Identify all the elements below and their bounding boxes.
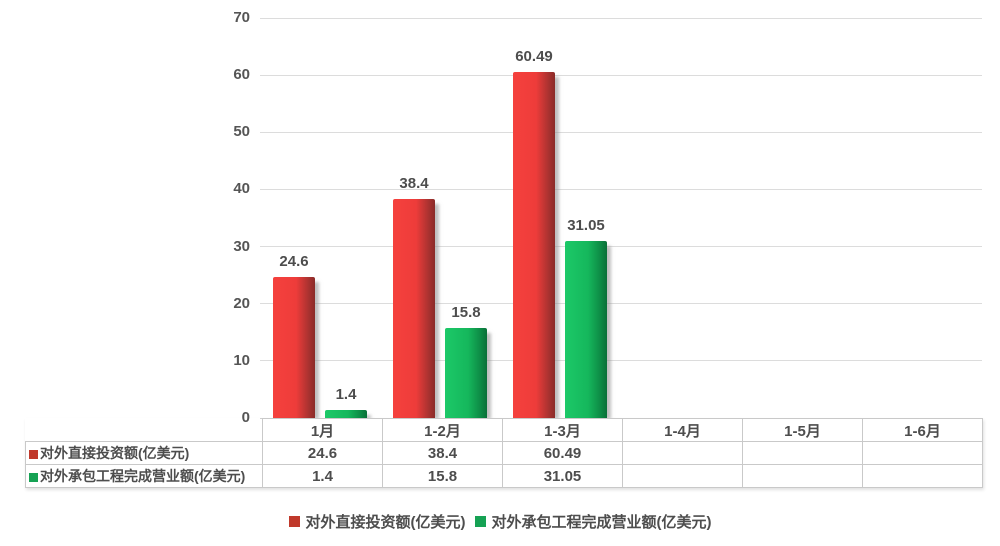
legend-item-1[interactable]: 对外承包工程完成营业额(亿美元) bbox=[474, 511, 712, 532]
table-value-cell: 31.05 bbox=[502, 464, 623, 488]
legend-item-label: 对外承包工程完成营业额(亿美元) bbox=[491, 513, 712, 531]
series-marker-icon bbox=[29, 473, 38, 482]
table-value-cell: 15.8 bbox=[382, 464, 503, 488]
y-axis-tick-label: 70 bbox=[233, 9, 250, 26]
y-axis-tick-label: 10 bbox=[233, 351, 250, 369]
table-value-cell bbox=[862, 464, 983, 488]
table-month-header: 1月 bbox=[262, 418, 383, 442]
bar-contract-0[interactable] bbox=[325, 410, 367, 418]
y-axis-tick-label: 40 bbox=[233, 180, 250, 198]
legend-item-label: 对外直接投资额(亿美元) bbox=[305, 513, 466, 531]
bar-investment-2[interactable] bbox=[513, 72, 555, 418]
table-value-cell bbox=[622, 441, 743, 465]
bar-value-label: 60.49 bbox=[515, 48, 553, 65]
y-gridline bbox=[260, 246, 982, 248]
table-value-cell: 24.6 bbox=[262, 441, 383, 465]
table-row: 对外承包工程完成营业额(亿美元) 1.4 15.8 31.05 bbox=[25, 464, 983, 488]
table-row-label: 对外直接投资额(亿美元) bbox=[25, 441, 263, 465]
y-gridline bbox=[260, 131, 982, 133]
y-gridline bbox=[260, 303, 982, 305]
table-month-header: 1-5月 bbox=[742, 418, 863, 442]
y-axis-tick-label: 50 bbox=[233, 123, 250, 141]
bar-value-label: 31.05 bbox=[567, 217, 605, 234]
bar-investment-1[interactable] bbox=[393, 199, 435, 418]
table-month-header: 1-4月 bbox=[622, 418, 743, 442]
table-month-header: 1-3月 bbox=[502, 418, 623, 442]
y-axis-tick-label: 20 bbox=[233, 294, 250, 312]
legend-swatch-icon bbox=[288, 515, 300, 527]
table-row-label: 对外承包工程完成营业额(亿美元) bbox=[25, 464, 263, 488]
y-axis-tick-label: 30 bbox=[233, 237, 250, 255]
table-value-cell: 60.49 bbox=[502, 441, 623, 465]
y-axis-tick-label: 60 bbox=[233, 66, 250, 84]
y-axis-tick-label: 0 bbox=[241, 409, 250, 426]
table-month-header: 1-2月 bbox=[382, 418, 503, 442]
table-value-cell bbox=[622, 464, 743, 488]
table-value-cell: 1.4 bbox=[262, 464, 383, 488]
legend-swatch-icon bbox=[474, 515, 486, 527]
table-value-cell bbox=[742, 441, 863, 465]
table-row: 对外直接投资额(亿美元) 24.6 38.4 60.49 bbox=[25, 441, 983, 465]
bar-value-label: 15.8 bbox=[451, 304, 481, 321]
table-value-cell bbox=[862, 441, 983, 465]
y-gridline bbox=[260, 17, 982, 19]
chart-legend: 对外直接投资额(亿美元) 对外承包工程完成营业额(亿美元) bbox=[0, 509, 1000, 533]
series-marker-icon bbox=[29, 450, 38, 459]
table-corner-cell bbox=[26, 419, 263, 442]
data-table: 1月 1-2月 1-3月 1-4月 1-5月 1-6月 对外直接投资额(亿美元) 24.6 38… bbox=[25, 418, 983, 488]
table-month-header: 1-6月 bbox=[862, 418, 983, 442]
y-gridline bbox=[260, 74, 982, 76]
table-header-row: 1月 1-2月 1-3月 1-4月 1-5月 1-6月 bbox=[26, 418, 983, 442]
bar-contract-1[interactable] bbox=[445, 328, 487, 418]
plot-area: 0 10 20 30 40 50 60 70 24.6 38.4 60.49 1.4 15.8 31.05 bbox=[0, 9, 1000, 426]
legend-item-0[interactable]: 对外直接投资额(亿美元) bbox=[288, 511, 466, 532]
y-gridline bbox=[260, 360, 982, 362]
y-gridline bbox=[260, 188, 982, 190]
bar-investment-0[interactable] bbox=[273, 277, 315, 418]
bar-value-label: 24.6 bbox=[279, 253, 309, 270]
table-value-cell bbox=[742, 464, 863, 488]
table-value-cell: 38.4 bbox=[382, 441, 503, 465]
bar-value-label: 38.4 bbox=[399, 175, 429, 192]
bar-contract-2[interactable] bbox=[565, 241, 607, 418]
bar-value-label: 1.4 bbox=[335, 386, 357, 403]
